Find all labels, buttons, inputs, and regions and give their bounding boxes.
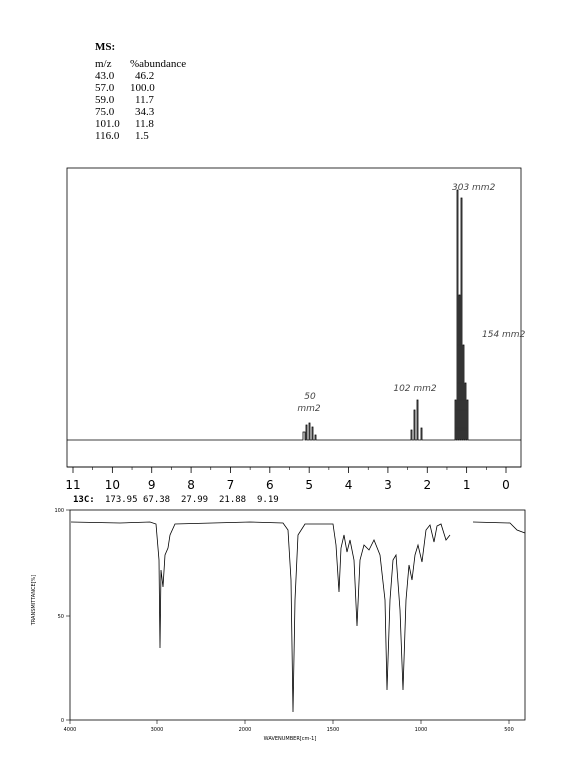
ms-cell: 46.2 — [135, 70, 154, 82]
ir-x-tick-label: 2000 — [239, 727, 252, 733]
ms-column-header: m/z — [95, 58, 112, 70]
c13-shift: 9.19 — [257, 495, 279, 505]
ms-cell: 100.0 — [130, 82, 155, 94]
c13-shift: 173.95 — [105, 495, 138, 505]
nmr-tick-label: 11 — [65, 478, 80, 492]
ir-y-tick-label: 0 — [61, 718, 64, 724]
ms-cell: 59.0 — [95, 94, 115, 106]
nmr-tick-label: 0 — [502, 478, 510, 492]
nmr-annotation: 154 mm2 — [482, 330, 526, 340]
c13-label: 13C: — [73, 495, 95, 505]
nmr-tick-label: 8 — [187, 478, 195, 492]
c13-shift: 67.38 — [143, 495, 170, 505]
nmr-tick-label: 10 — [105, 478, 120, 492]
ms-cell: 57.0 — [95, 82, 115, 94]
ms-heading: MS: — [95, 41, 115, 53]
nmr-tick-label: 3 — [384, 478, 392, 492]
nmr-annotation: 102 mm2 — [393, 384, 437, 394]
nmr-tick-label: 7 — [227, 478, 235, 492]
ir-x-tick-label: 1500 — [327, 727, 340, 733]
ms-cell: 11.7 — [135, 94, 154, 106]
ir-x-tick-label: 3000 — [151, 727, 164, 733]
nmr-frame — [66, 167, 522, 468]
nmr-annotation: 303 mm2 — [452, 183, 496, 193]
nmr-tick-label: 6 — [266, 478, 274, 492]
ms-cell: 101.0 — [95, 118, 120, 130]
ms-cell: 1.5 — [135, 130, 149, 142]
nmr-tick-label: 1 — [463, 478, 471, 492]
ir-spectrum — [70, 521, 526, 713]
ir-x-tick-label: 1000 — [415, 727, 428, 733]
nmr-annotation: mm2 — [297, 404, 321, 414]
c13-shift: 27.99 — [181, 495, 208, 505]
ms-cell: 75.0 — [95, 106, 115, 118]
ir-frame — [69, 509, 526, 721]
ir-y-label: TRANSMITTANCE[%] — [31, 575, 37, 627]
ms-cell: 34.3 — [135, 106, 155, 118]
ir-y-tick-label: 100 — [54, 508, 64, 514]
ir-x-label: WAVENUMBER[cm-1] — [264, 736, 317, 742]
nmr-spectrum — [67, 189, 521, 441]
ms-cell: 43.0 — [95, 70, 115, 82]
ms-column-header: %abundance — [130, 58, 186, 70]
nmr-tick-label: 5 — [305, 478, 313, 492]
c13-shift: 21.88 — [219, 495, 246, 505]
ir-x-tick-label: 500 — [504, 727, 514, 733]
nmr-tick-label: 2 — [423, 478, 431, 492]
nmr-annotation: 50 — [304, 392, 316, 402]
ir-y-tick-label: 50 — [58, 614, 64, 620]
nmr-tick-label: 4 — [345, 478, 353, 492]
ir-x-tick-label: 4000 — [64, 727, 77, 733]
ms-cell: 11.8 — [135, 118, 154, 130]
ms-cell: 116.0 — [95, 130, 120, 142]
nmr-tick-label: 9 — [148, 478, 156, 492]
